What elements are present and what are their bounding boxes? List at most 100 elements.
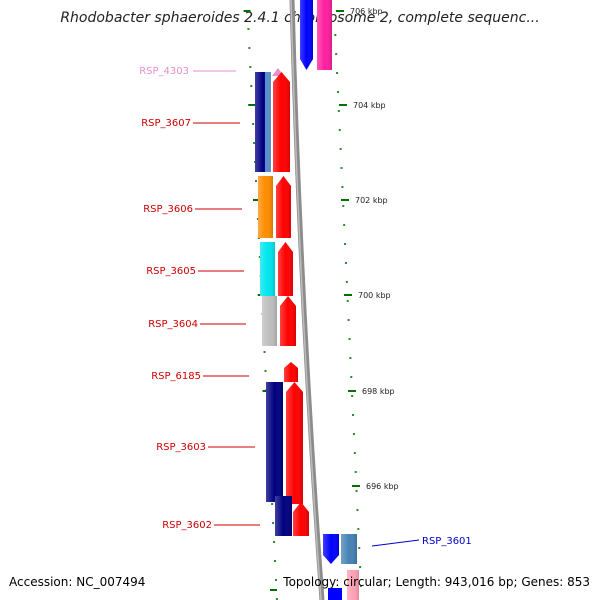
guide-dot	[247, 28, 250, 30]
chromosome-backbone-highlight	[290, 0, 322, 600]
guide-dot	[339, 148, 342, 150]
guide-dot	[344, 262, 347, 264]
cog-category-split	[265, 72, 271, 172]
guide-dot	[343, 224, 346, 226]
major-tick	[344, 294, 352, 296]
cog-category-shade	[260, 242, 275, 296]
left-major-tick	[243, 10, 251, 12]
gene-label-rsp-3601[interactable]: RSP_3601	[422, 536, 472, 547]
gene-arrow-shade	[276, 176, 291, 238]
kbp-label: 700 kbp	[358, 291, 391, 300]
gene-arrow-shade	[323, 534, 339, 564]
guide-dot	[352, 433, 355, 435]
guide-dot	[264, 370, 267, 372]
guide-dot	[351, 395, 354, 397]
cog-category-shade	[266, 382, 283, 502]
left-major-tick	[248, 104, 256, 106]
gene-arrow-blue-shade	[300, 0, 313, 70]
major-tick	[352, 485, 360, 487]
gene-arrow-shade	[284, 362, 298, 382]
major-tick	[341, 199, 349, 201]
label-leader-line	[371, 539, 420, 547]
kbp-label: 698 kbp	[362, 387, 395, 396]
guide-dot	[338, 129, 341, 131]
gene-label-rsp-3607[interactable]: RSP_3607	[141, 118, 191, 129]
guide-dot	[336, 91, 339, 93]
kbp-label: 704 kbp	[353, 101, 386, 110]
guide-dot	[273, 541, 276, 543]
gene-box-blue-bottom[interactable]	[328, 588, 342, 600]
guide-dot	[349, 357, 352, 359]
left-major-tick	[270, 589, 277, 591]
guide-dot	[352, 414, 355, 416]
guide-dot	[250, 85, 253, 87]
guide-dot	[354, 471, 357, 473]
gene-label-rsp-3604[interactable]: RSP_3604	[148, 319, 198, 330]
gene-label-rsp-6185[interactable]: RSP_6185	[151, 371, 201, 382]
accession-text: Accession: NC_007494	[9, 575, 146, 589]
cog-category-shade	[262, 296, 277, 346]
guide-dot	[353, 452, 356, 454]
guide-dot	[252, 123, 255, 125]
left-major-tick	[253, 199, 260, 201]
guide-dot	[334, 34, 337, 36]
major-tick	[348, 390, 356, 392]
guide-dot	[337, 110, 340, 112]
gene-arrow-shade	[273, 72, 290, 172]
guide-dot	[346, 300, 349, 302]
guide-dot	[350, 376, 353, 378]
guide-dot	[344, 243, 347, 245]
guide-dot	[347, 319, 350, 321]
gene-box-pink-bottom-shade	[347, 570, 359, 600]
kbp-label: 702 kbp	[355, 196, 388, 205]
guide-dot	[258, 256, 261, 258]
guide-dot	[335, 53, 338, 55]
guide-dot	[274, 579, 277, 581]
cog-category-shade	[258, 176, 273, 238]
topology-text: Topology: circular; Length: 943,016 bp; …	[283, 575, 590, 589]
chromosome-backbone	[289, 0, 325, 600]
guide-dot	[356, 509, 359, 511]
gene-arrow-shade	[293, 502, 309, 536]
gene-box-magenta-shade	[317, 0, 332, 70]
guide-dot	[275, 598, 278, 600]
guide-dot	[256, 218, 259, 220]
guide-dot	[272, 522, 275, 524]
guide-dot	[345, 281, 348, 283]
guide-dot	[358, 547, 361, 549]
guide-dot	[263, 351, 266, 353]
guide-dot	[355, 490, 358, 492]
guide-dot	[340, 167, 343, 169]
gene-labels: RSP_4303 RSP_3607 RSP_3606 RSP_3605 RSP_3604…	[139, 66, 472, 547]
kbp-label: 696 kbp	[366, 482, 399, 491]
guide-dot	[248, 47, 251, 49]
guide-dot	[360, 585, 363, 587]
guide-dot	[348, 338, 351, 340]
guide-dot	[255, 180, 257, 182]
guide-dot	[271, 503, 274, 505]
gene-label-rsp-3602[interactable]: RSP_3602	[162, 520, 212, 531]
major-tick	[339, 104, 347, 106]
bottom-partial-genes	[328, 570, 359, 600]
top-partial-genes	[300, 0, 332, 70]
kbp-label: 706 kbp	[350, 7, 383, 16]
guide-dot	[253, 142, 256, 144]
guide-dot	[341, 186, 344, 188]
guide-dot	[359, 566, 362, 568]
major-tick	[336, 10, 344, 12]
gene-label-rsp-3603[interactable]: RSP_3603	[156, 442, 206, 453]
guide-dot	[336, 72, 339, 74]
guide-dot	[357, 528, 360, 530]
gene-label-rsp-4303[interactable]: RSP_4303	[139, 66, 189, 77]
cog-category-shade	[341, 534, 357, 564]
position-ticks: 706 kbp 704 kbp 702 kbp 700 kbp 698 kbp 696 k…	[243, 7, 399, 591]
guide-dot	[249, 66, 252, 68]
cog-category-shade	[275, 496, 292, 536]
gene-arrow-shade	[280, 296, 296, 346]
guide-dot	[342, 205, 345, 207]
guide-dot	[274, 560, 276, 562]
gene-label-rsp-3606[interactable]: RSP_3606	[143, 204, 193, 215]
gene-label-rsp-3605[interactable]: RSP_3605	[146, 266, 196, 277]
gene-arrow-shade	[286, 382, 303, 504]
